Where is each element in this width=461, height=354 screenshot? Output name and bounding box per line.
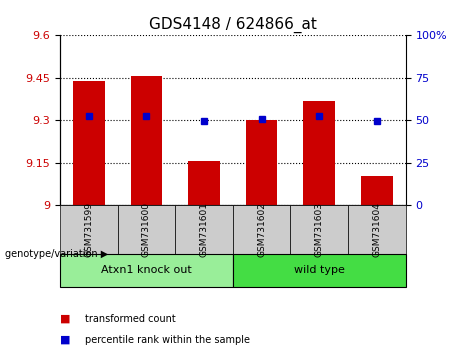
Bar bbox=[361, 176, 393, 205]
Text: GSM731601: GSM731601 bbox=[200, 202, 208, 257]
Text: GSM731602: GSM731602 bbox=[257, 202, 266, 257]
Bar bbox=[60, 205, 118, 254]
Title: GDS4148 / 624866_at: GDS4148 / 624866_at bbox=[149, 16, 317, 33]
Bar bbox=[130, 76, 162, 205]
Text: Atxn1 knock out: Atxn1 knock out bbox=[101, 266, 192, 275]
Text: GSM731599: GSM731599 bbox=[84, 202, 93, 257]
Bar bbox=[60, 254, 233, 287]
Bar bbox=[233, 254, 406, 287]
Bar bbox=[118, 205, 175, 254]
Bar bbox=[303, 101, 335, 205]
Text: GSM731600: GSM731600 bbox=[142, 202, 151, 257]
Bar bbox=[233, 205, 290, 254]
Text: percentile rank within the sample: percentile rank within the sample bbox=[85, 335, 250, 345]
Text: ■: ■ bbox=[60, 314, 74, 324]
Text: GSM731603: GSM731603 bbox=[315, 202, 324, 257]
Bar bbox=[290, 205, 348, 254]
Text: GSM731604: GSM731604 bbox=[372, 202, 381, 257]
Bar bbox=[73, 81, 105, 205]
Bar bbox=[188, 161, 220, 205]
Bar bbox=[246, 120, 278, 205]
Text: wild type: wild type bbox=[294, 266, 345, 275]
Text: transformed count: transformed count bbox=[85, 314, 176, 324]
Text: genotype/variation ▶: genotype/variation ▶ bbox=[5, 249, 108, 259]
Text: ■: ■ bbox=[60, 335, 74, 345]
Bar bbox=[348, 205, 406, 254]
Bar bbox=[175, 205, 233, 254]
